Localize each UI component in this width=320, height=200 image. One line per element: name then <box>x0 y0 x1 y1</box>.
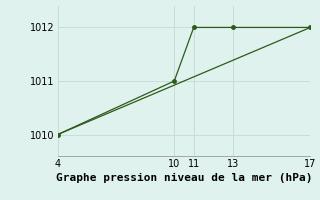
X-axis label: Graphe pression niveau de la mer (hPa): Graphe pression niveau de la mer (hPa) <box>56 173 312 183</box>
